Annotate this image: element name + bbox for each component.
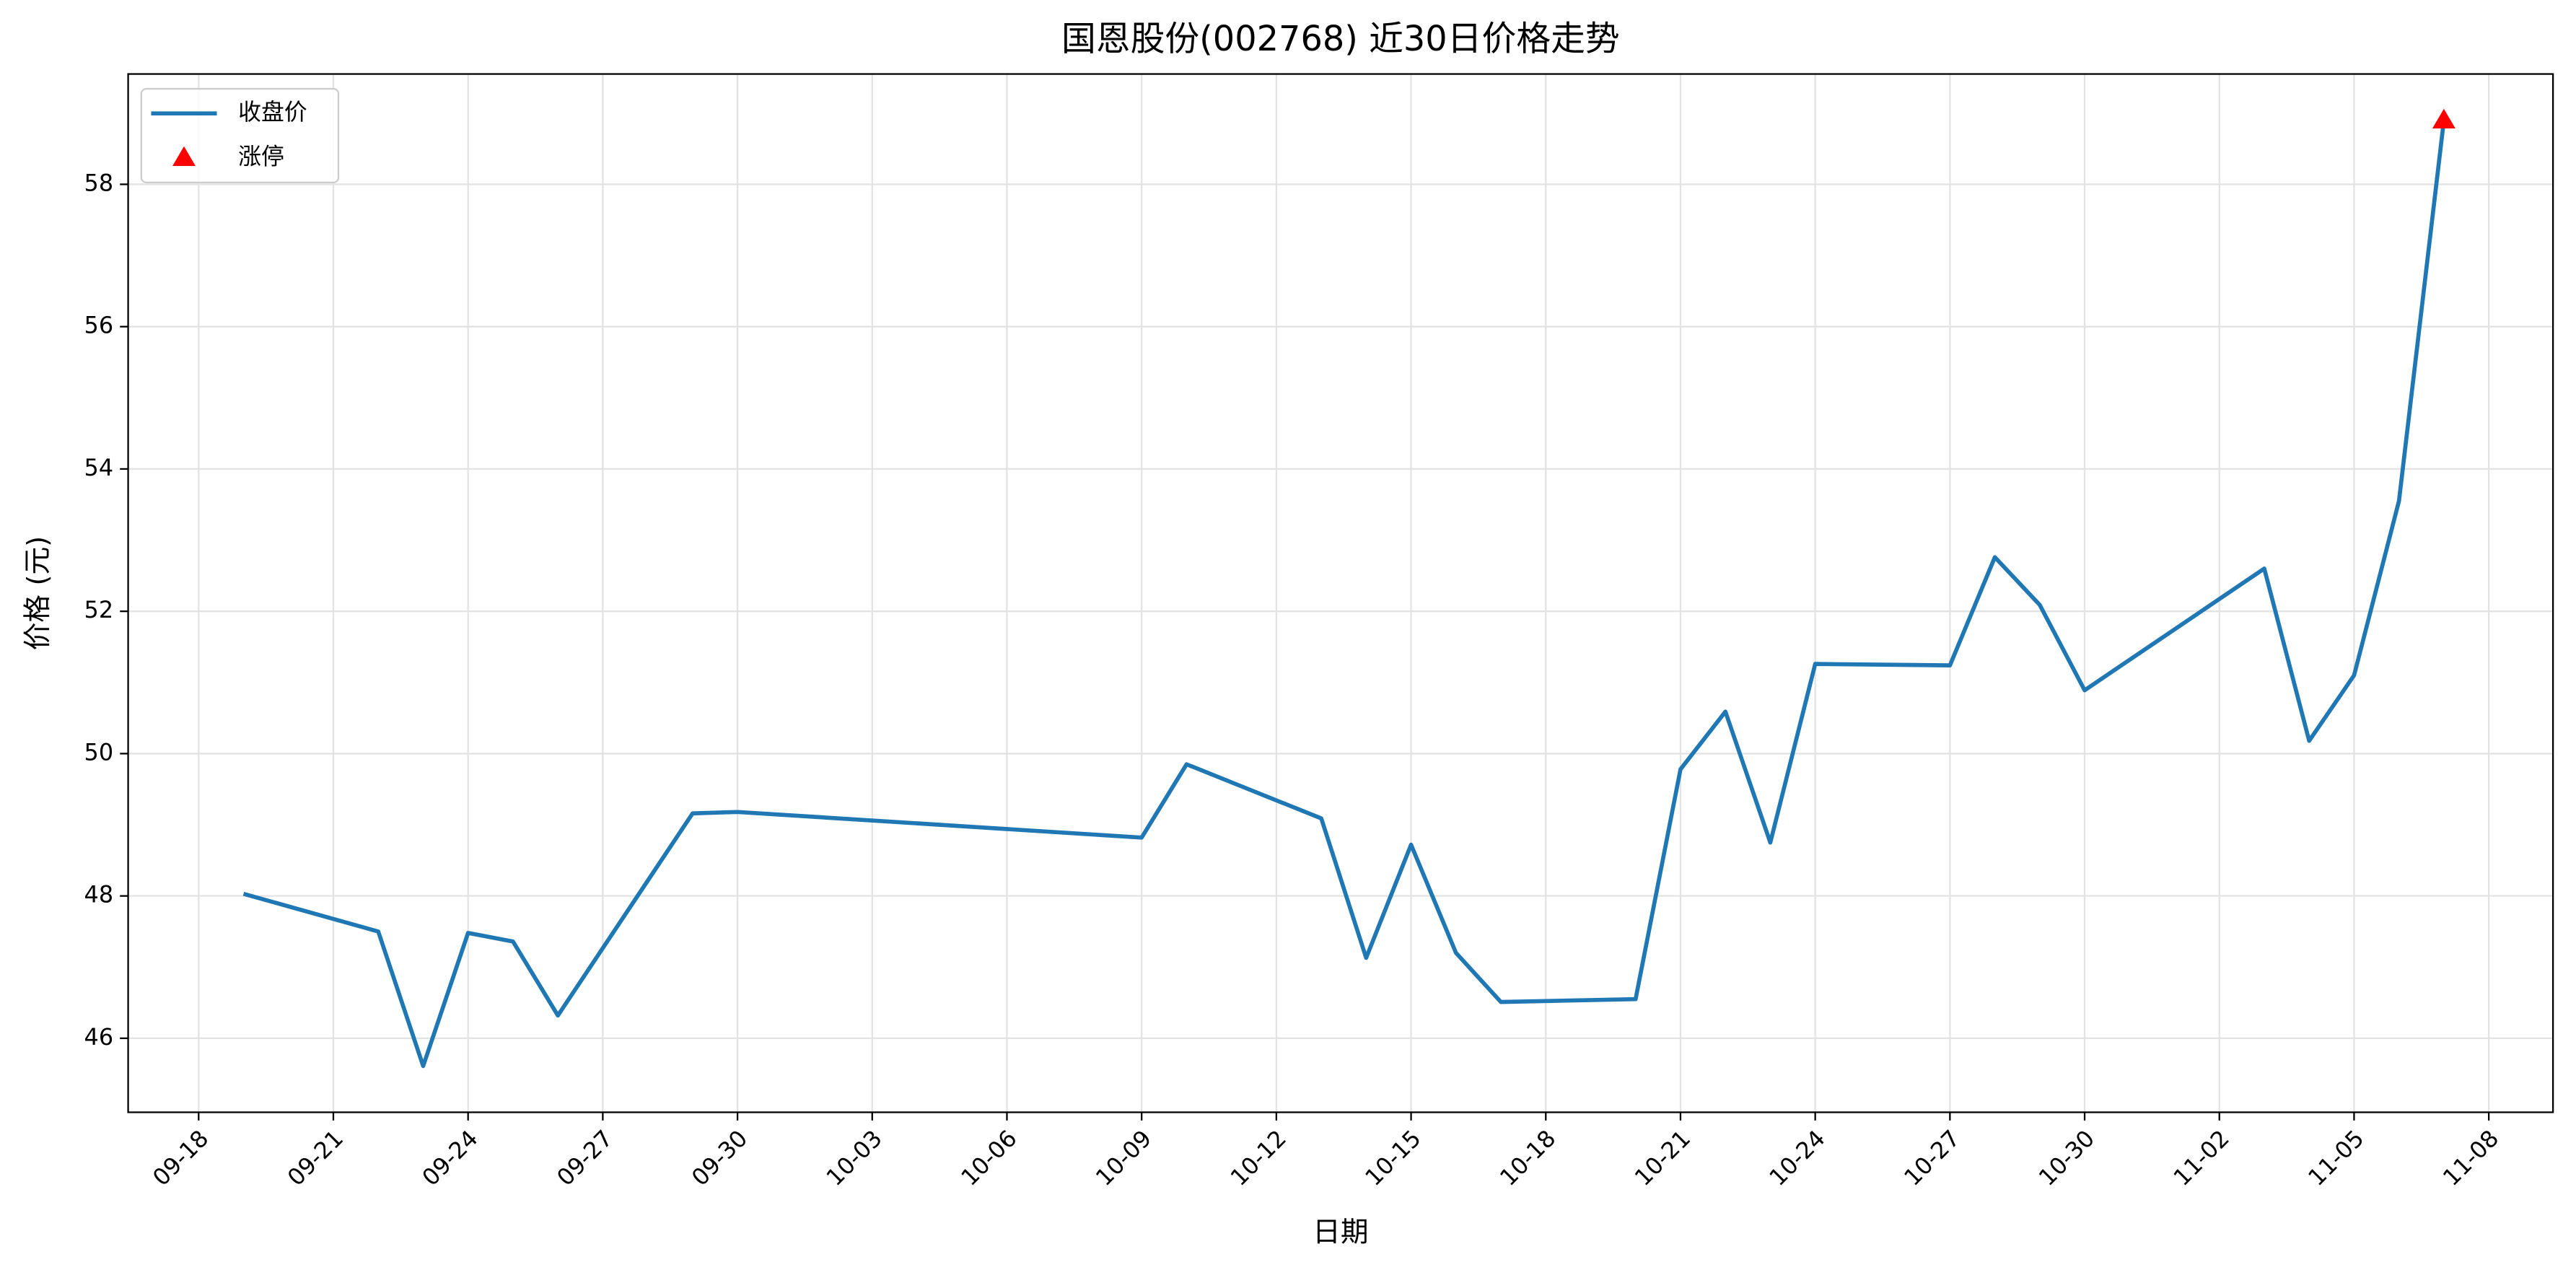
chart-title: 国恩股份(002768) 近30日价格走势 [1061,19,1620,59]
legend-label: 涨停 [238,143,284,170]
legend-label: 收盘价 [238,98,307,126]
y-tick-label: 46 [84,1023,114,1051]
y-tick-label: 52 [84,596,114,623]
y-axis-label: 价格 (元) [22,536,54,651]
y-tick-label: 54 [84,454,114,481]
y-tick-label: 56 [84,312,114,339]
price-line [242,120,2446,1069]
y-tick-label: 58 [84,169,114,196]
plot-frame [127,73,2554,1113]
legend-marker [172,146,196,167]
limit-up-marker [2432,108,2455,129]
y-tick-label: 50 [84,738,114,766]
x-axis-label: 日期 [1313,1216,1368,1248]
y-tick-label: 48 [84,881,114,908]
